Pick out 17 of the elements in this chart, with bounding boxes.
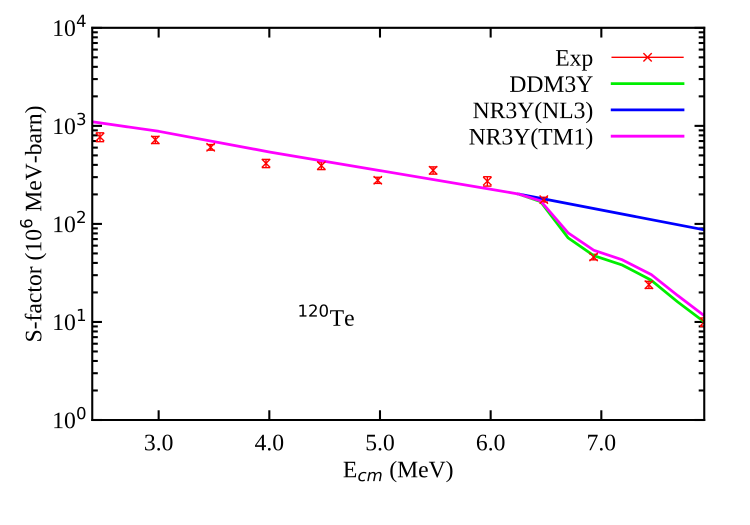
y-tick-label: 10$^{2}$ [54, 210, 85, 232]
x-axis-title: E$_{cm}$ (MeV) [344, 460, 452, 482]
y-tick-label: 10$^{1}$ [54, 308, 86, 330]
x-tick-label: 7.0 [588, 434, 616, 451]
legend-label: Exp [556, 50, 592, 71]
y-tick-label: 10$^{3}$ [54, 112, 86, 134]
x-tick-label: 6.0 [476, 434, 505, 451]
legend-label: DDM3Y [510, 76, 593, 92]
legend-label: NR3Y(NL3) [473, 102, 592, 124]
x-tick-label: 4.0 [255, 434, 284, 451]
legend-label: NR3Y(TM1) [469, 128, 592, 150]
annotation: $^{120}$Te [299, 304, 354, 326]
x-tick-label: 5.0 [366, 434, 394, 451]
y-tick-label: 10$^{4}$ [54, 14, 86, 36]
y-tick-label: 10$^{0}$ [54, 406, 86, 428]
y-axis-title: S-factor (10$^{6}$ MeV-barn) [20, 106, 46, 341]
x-tick-label: 3.0 [145, 434, 173, 451]
